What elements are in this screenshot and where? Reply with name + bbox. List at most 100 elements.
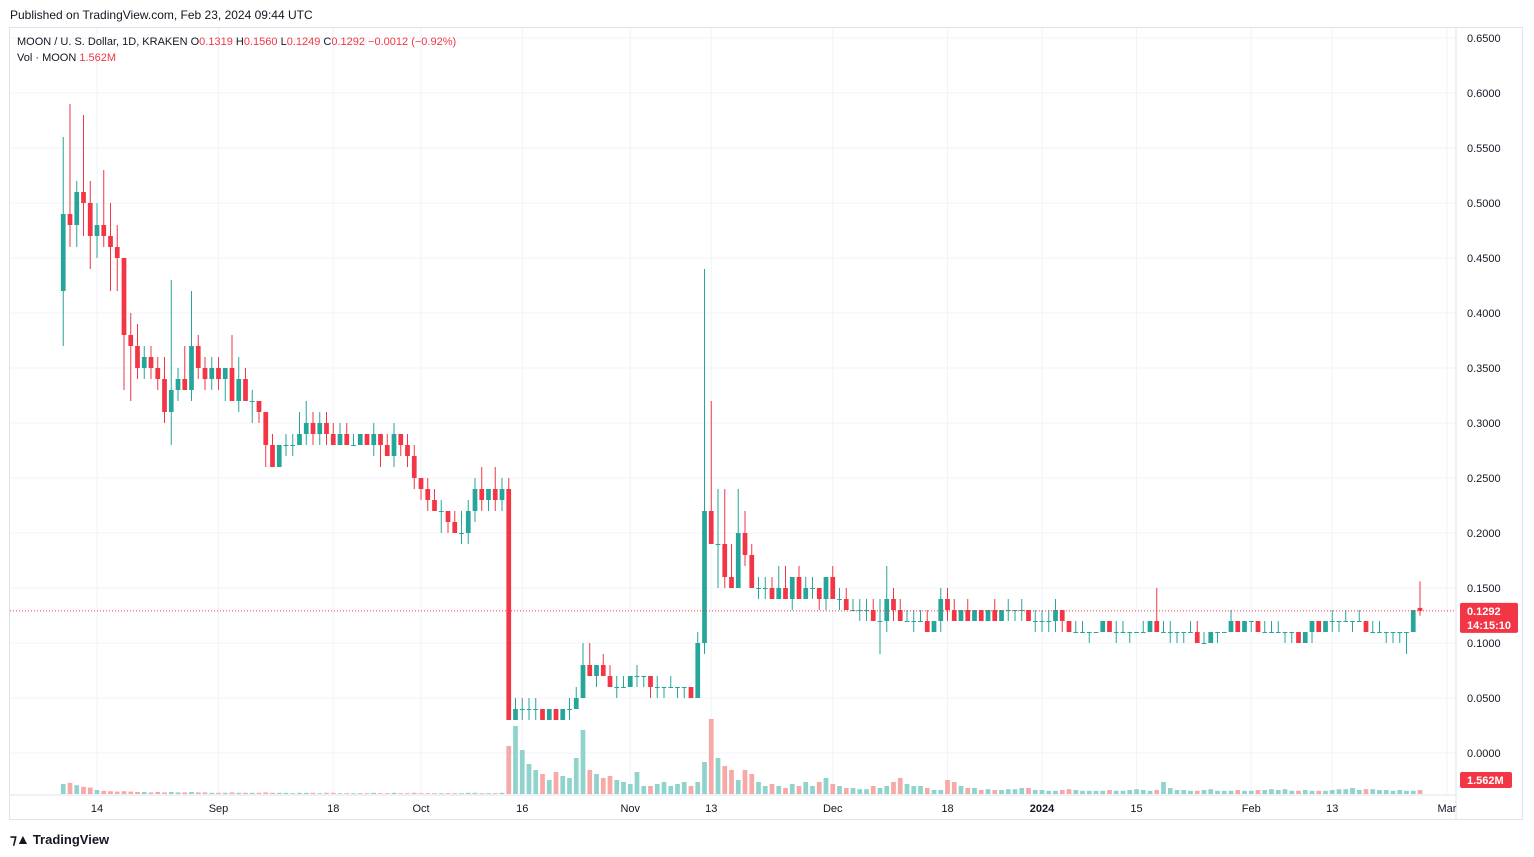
candle — [445, 511, 451, 533]
candle — [155, 357, 161, 390]
candle-body — [749, 555, 755, 588]
volume-bar — [1296, 790, 1301, 794]
candle-body — [904, 621, 910, 622]
candle-body — [1289, 632, 1295, 633]
candle-body — [911, 621, 917, 622]
time-tick-label: Oct — [412, 803, 429, 815]
candle — [992, 599, 998, 621]
volume-bar — [837, 786, 842, 794]
candle-body — [270, 445, 275, 467]
candle-body — [297, 434, 302, 445]
candle-body — [897, 610, 903, 621]
bar-countdown: 14:15:10 — [1467, 620, 1511, 632]
volume-bar — [229, 792, 235, 794]
volume-bar — [1336, 789, 1342, 794]
volume-bar — [135, 792, 140, 794]
candle — [1194, 621, 1200, 643]
price-tick-label: 0.5500 — [1467, 143, 1501, 155]
tradingview-icon: ⁊▲ — [10, 831, 30, 847]
candle-body — [688, 687, 694, 698]
price-tick-label: 0.3500 — [1467, 363, 1501, 375]
candle — [432, 489, 437, 511]
price-tick-label: 0.4000 — [1467, 308, 1501, 320]
candle — [1059, 610, 1065, 632]
candle-body — [783, 588, 788, 599]
candle-body — [803, 588, 809, 599]
candle — [573, 687, 579, 709]
candle-body — [425, 489, 431, 500]
volume-bar — [189, 792, 194, 794]
volume-bar — [432, 793, 437, 794]
candle — [324, 412, 329, 445]
candle-body — [60, 214, 66, 291]
candle-body — [344, 434, 350, 445]
candle — [533, 698, 539, 720]
volume-bar — [1275, 790, 1281, 794]
candle-body — [648, 676, 653, 687]
candle — [1296, 632, 1301, 643]
candle — [1073, 621, 1079, 633]
candle-body — [276, 445, 282, 467]
candle — [243, 368, 248, 401]
chart-frame[interactable] — [9, 27, 1523, 820]
candle — [594, 665, 599, 687]
candle-body — [1221, 632, 1227, 633]
candle-body — [958, 610, 964, 621]
price-tick-label: 0.2000 — [1467, 528, 1501, 540]
candle-body — [1181, 632, 1187, 633]
candle — [1208, 632, 1214, 643]
candle — [884, 566, 890, 632]
candle-body — [479, 489, 485, 500]
candle-body — [189, 346, 194, 390]
candle — [715, 489, 721, 588]
candle — [1228, 610, 1234, 632]
candle-body — [634, 676, 640, 677]
high-label: H — [235, 36, 244, 48]
volume-bar — [958, 786, 964, 794]
candle — [931, 621, 937, 632]
candle — [675, 687, 680, 698]
candle — [1390, 632, 1396, 643]
time-tick-label: 16 — [516, 803, 528, 815]
volume-bar — [310, 792, 316, 794]
volume-bar — [749, 774, 755, 794]
candle-body — [398, 434, 404, 445]
volume-value: 1.562M — [79, 52, 117, 64]
candle — [425, 478, 431, 511]
last-price-value: 0.1292 — [1467, 606, 1501, 618]
volume-bar — [1377, 790, 1382, 794]
volume-bar — [1370, 789, 1376, 794]
volume-bar — [1073, 790, 1079, 794]
candle — [310, 412, 316, 445]
candle-body — [769, 588, 775, 599]
candle — [290, 434, 296, 456]
candle — [87, 181, 93, 269]
candle — [837, 588, 842, 610]
volume-bar — [506, 746, 512, 794]
price-tick-label: 0.4500 — [1467, 253, 1501, 265]
tradingview-logo[interactable]: ⁊▲ TradingView — [10, 831, 109, 848]
volume-bar — [810, 786, 815, 794]
volume-bar — [1404, 790, 1409, 794]
candle-body — [1113, 632, 1119, 633]
volume-bar — [344, 793, 350, 794]
candle-body — [1154, 621, 1160, 632]
close-value: 0.1292 — [331, 36, 366, 48]
candle — [702, 269, 707, 654]
volume-bar — [1208, 789, 1214, 794]
candle-body — [1329, 621, 1335, 622]
candle-body — [135, 346, 140, 368]
candle — [168, 280, 174, 445]
candle — [924, 610, 930, 632]
candle-body — [1100, 621, 1106, 632]
candle-body — [1356, 621, 1362, 622]
candle — [114, 225, 120, 291]
volume-bar — [938, 790, 944, 794]
candle-body — [918, 621, 923, 622]
candle — [1221, 632, 1227, 633]
candle — [708, 401, 714, 544]
candle — [148, 346, 154, 379]
candle — [94, 203, 100, 258]
volume-bar — [445, 793, 451, 794]
